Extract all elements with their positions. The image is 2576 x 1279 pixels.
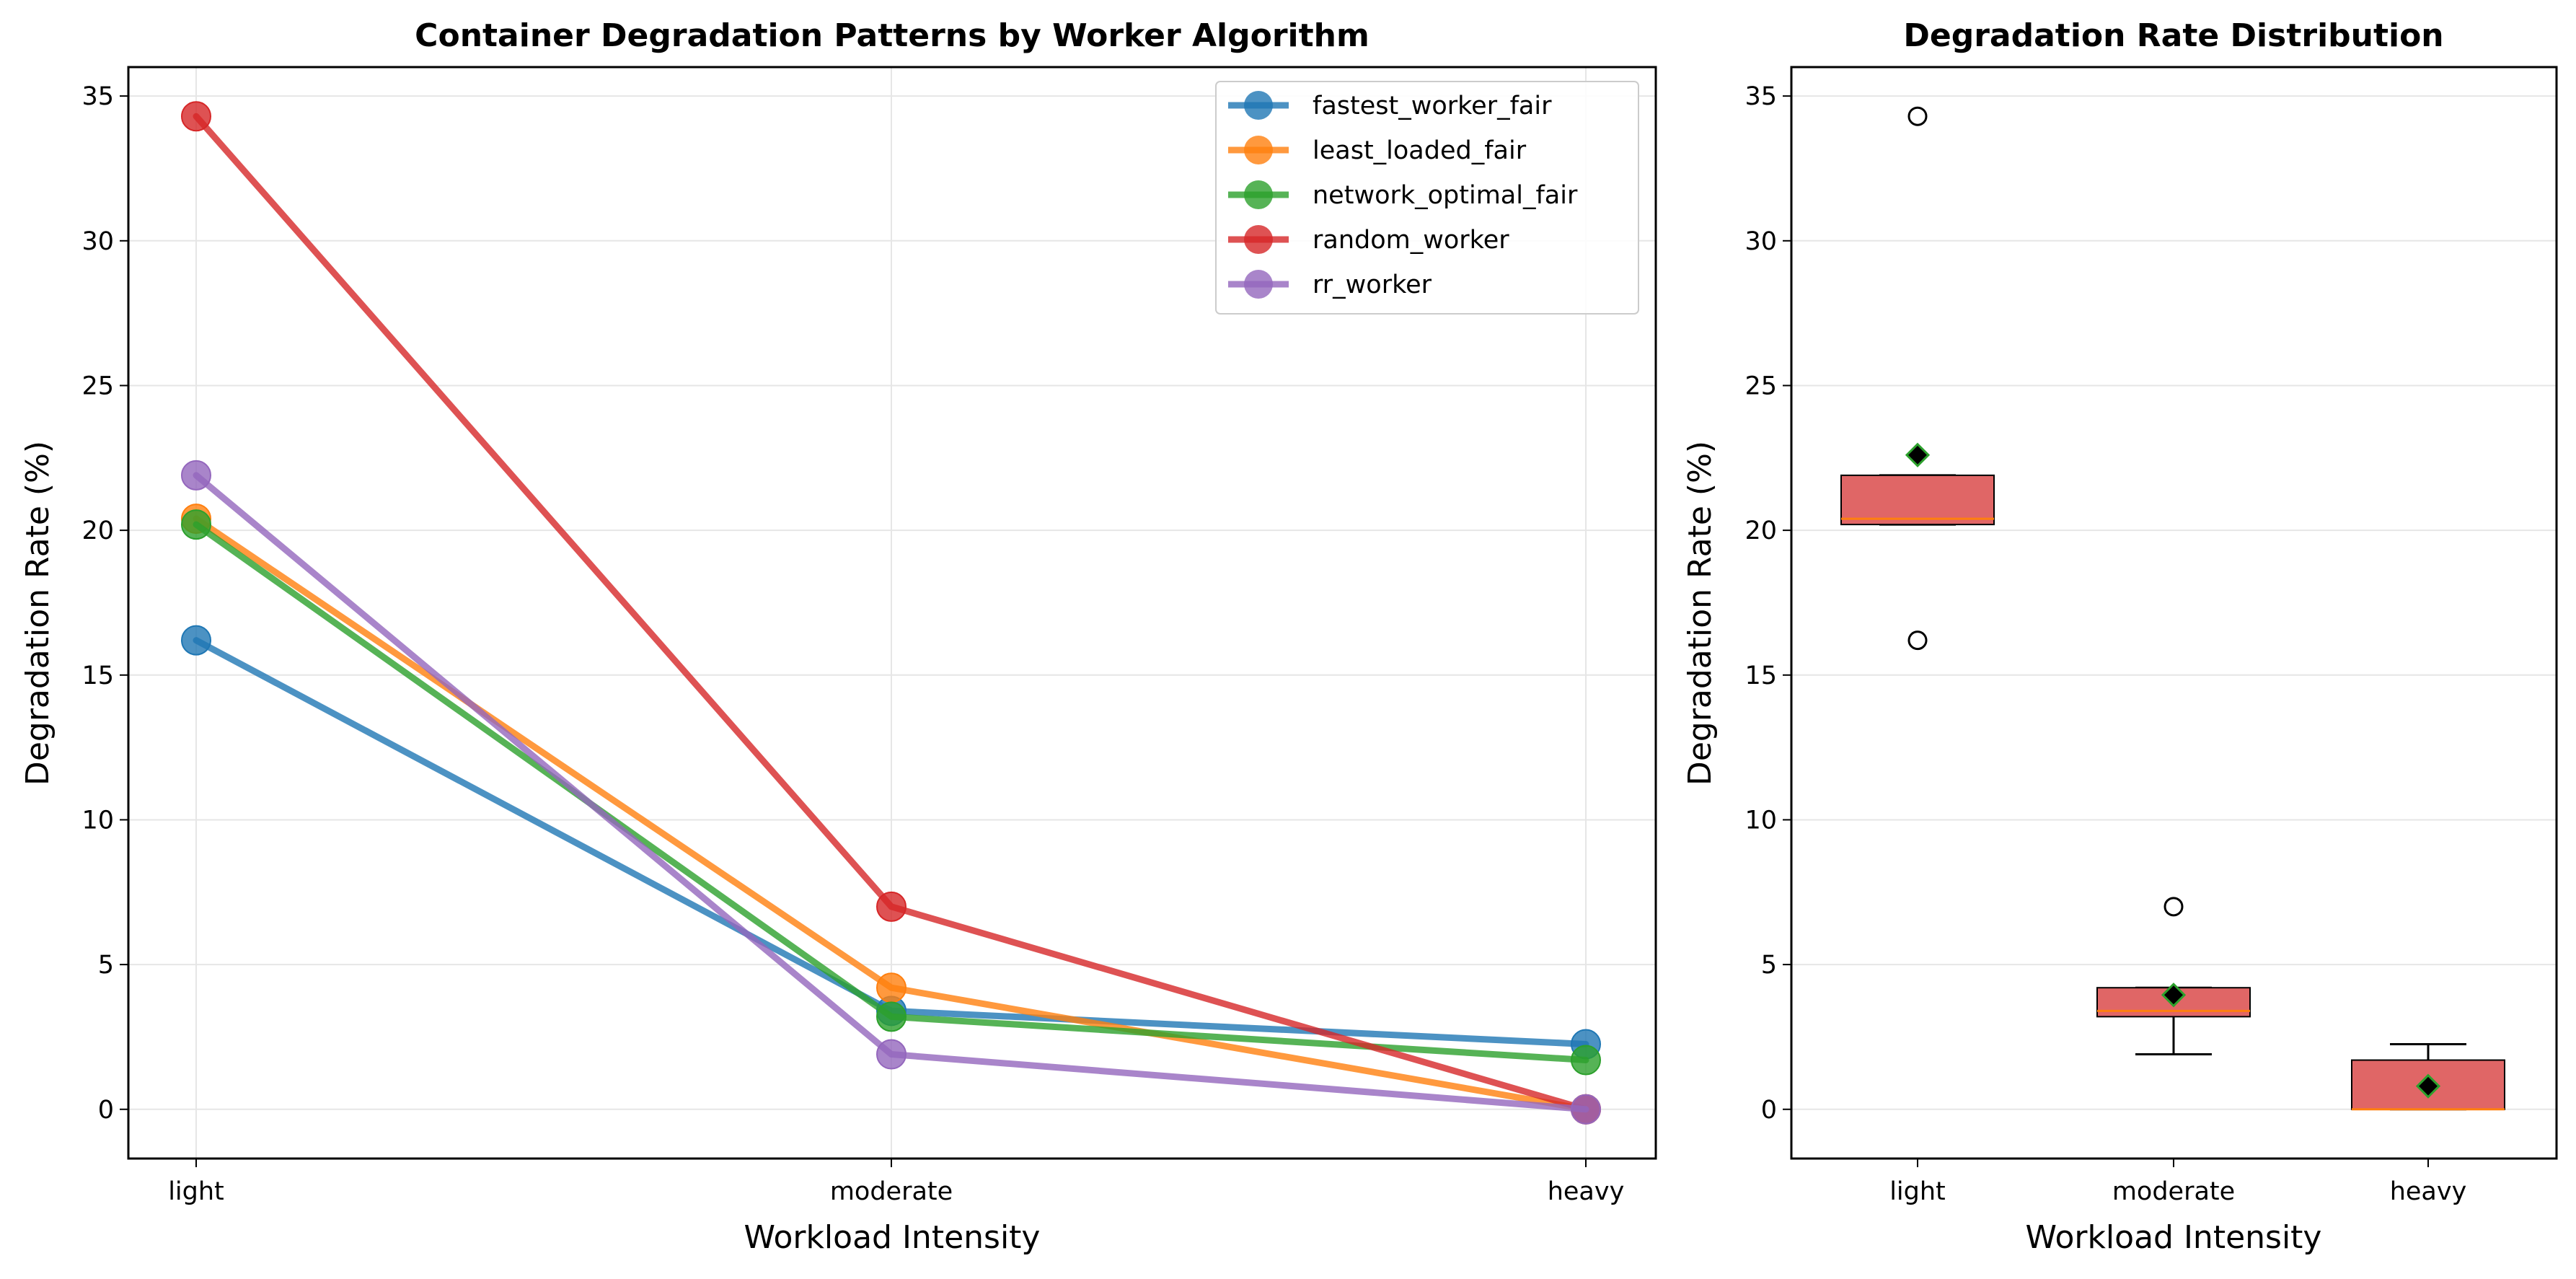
legend-marker xyxy=(1244,225,1273,254)
box-chart-boxes xyxy=(1840,106,2505,1111)
data-point xyxy=(1571,1045,1601,1076)
y-tick-label: 0 xyxy=(98,1096,114,1125)
legend-item: network_optimal_fair xyxy=(1228,180,1578,210)
line-chart-y-ticks: 0 5 10 15 20 25 30 35 xyxy=(81,82,128,1125)
x-tick-label: light xyxy=(168,1177,224,1206)
box-chart-y-axis-label: Degradation Rate (%) xyxy=(1682,441,1719,786)
y-tick-label: 15 xyxy=(1744,662,1777,690)
box-chart-panel: Degradation Rate Distribution 0 5 10 15 20 25… xyxy=(1682,17,2558,1256)
box-chart-title: Degradation Rate Distribution xyxy=(1903,17,2443,54)
y-tick-label: 0 xyxy=(1761,1096,1777,1125)
x-tick-label: heavy xyxy=(2390,1177,2467,1206)
legend-marker xyxy=(1244,91,1273,120)
legend-label: random_worker xyxy=(1313,226,1509,255)
series-rr_worker xyxy=(181,460,1601,1125)
box-light xyxy=(1840,106,1995,651)
y-tick-label: 5 xyxy=(1761,951,1777,980)
y-tick-label: 20 xyxy=(1744,517,1777,545)
y-tick-label: 15 xyxy=(81,662,114,690)
legend-marker xyxy=(1244,270,1273,299)
y-tick-label: 35 xyxy=(81,82,114,111)
y-tick-label: 35 xyxy=(1744,82,1777,111)
box-moderate xyxy=(2096,897,2251,1056)
line-chart-x-axis-label: Workload Intensity xyxy=(744,1219,1041,1256)
y-tick-label: 5 xyxy=(98,951,114,980)
data-point xyxy=(181,509,211,540)
box-chart-x-ticks: light moderate heavy xyxy=(1889,1159,2466,1206)
line-chart-title: Container Degradation Patterns by Worker… xyxy=(415,17,1369,54)
y-tick-label: 25 xyxy=(1744,372,1777,400)
line-chart-panel: Container Degradation Patterns by Worker… xyxy=(19,17,1657,1256)
data-point xyxy=(876,1001,907,1032)
x-tick-label: moderate xyxy=(830,1177,953,1206)
legend-box xyxy=(1215,81,1639,315)
legend-item: fastest_worker_fair xyxy=(1228,91,1552,120)
legend-label: rr_worker xyxy=(1313,271,1432,299)
line-chart-x-ticks: light moderate heavy xyxy=(168,1159,1624,1206)
legend-label: fastest_worker_fair xyxy=(1313,92,1552,120)
legend-marker xyxy=(1244,180,1273,209)
x-tick-label: light xyxy=(1889,1177,1946,1206)
legend-item: random_worker xyxy=(1228,225,1509,255)
legend: fastest_worker_fair least_loaded_fairnetw… xyxy=(1215,81,1639,315)
legend-item: rr_worker xyxy=(1228,270,1432,299)
legend-label: network_optimal_fair xyxy=(1313,181,1578,210)
outlier-point xyxy=(1907,630,1928,651)
y-tick-label: 10 xyxy=(81,806,114,835)
box-heavy xyxy=(2351,1042,2505,1111)
data-point xyxy=(876,891,907,922)
series-network_optimal_fair xyxy=(181,509,1601,1076)
data-point xyxy=(181,101,211,132)
outlier-point xyxy=(2163,897,2184,917)
outlier-point xyxy=(1907,106,1928,126)
mean-marker xyxy=(2161,983,2187,1008)
data-point xyxy=(1571,1094,1601,1125)
data-point xyxy=(876,1039,907,1070)
legend-item: least_loaded_fair xyxy=(1228,136,1527,165)
x-tick-label: heavy xyxy=(1548,1177,1625,1206)
y-tick-label: 20 xyxy=(81,517,114,545)
y-tick-label: 30 xyxy=(81,227,114,256)
box-chart-x-axis-label: Workload Intensity xyxy=(2026,1219,2322,1256)
y-tick-label: 10 xyxy=(1744,806,1777,835)
y-tick-label: 25 xyxy=(81,372,114,400)
data-point xyxy=(876,972,907,1003)
mean-marker xyxy=(1905,442,1931,467)
line-chart-series xyxy=(181,101,1601,1125)
data-point xyxy=(181,460,211,491)
y-tick-label: 30 xyxy=(1744,227,1777,256)
box-chart-grid xyxy=(1791,95,2557,1110)
line-chart-y-axis-label: Degradation Rate (%) xyxy=(19,441,56,786)
box-iqr xyxy=(1840,474,1995,526)
legend-marker xyxy=(1244,136,1273,164)
data-point xyxy=(181,625,211,656)
box-chart-y-ticks: 0 5 10 15 20 25 30 35 xyxy=(1744,82,1791,1125)
x-tick-label: moderate xyxy=(2112,1177,2235,1206)
mean-marker xyxy=(2415,1073,2441,1099)
legend-label: least_loaded_fair xyxy=(1313,136,1527,165)
